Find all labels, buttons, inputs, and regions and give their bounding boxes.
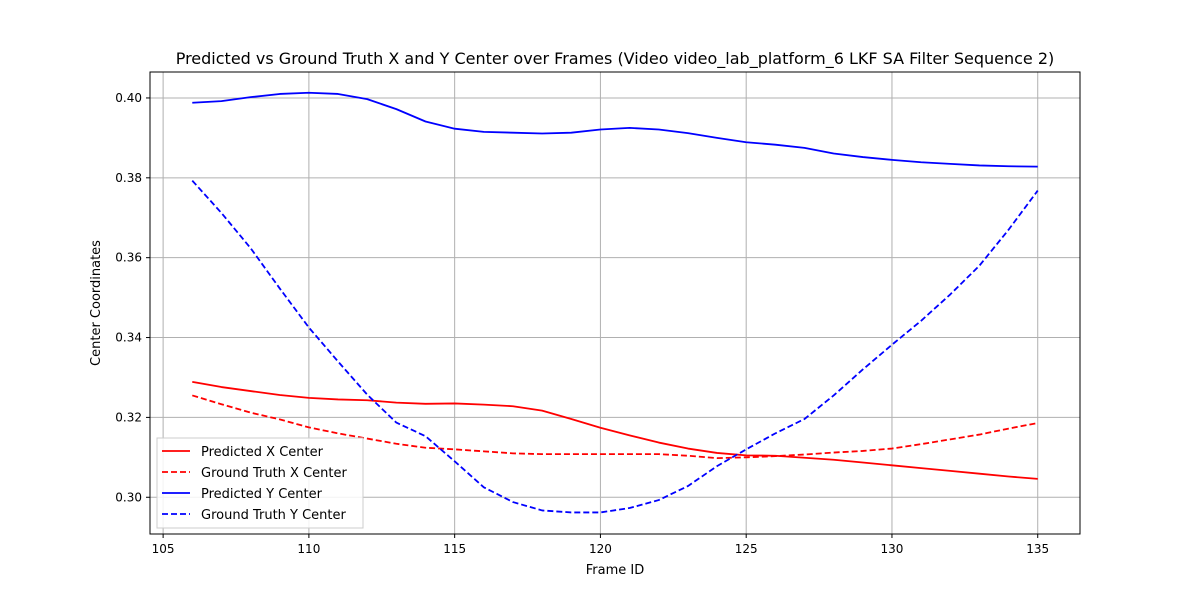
- y-tick-label: 0.34: [115, 331, 142, 345]
- x-tick-label: 115: [443, 542, 466, 556]
- x-tick-label: 110: [297, 542, 320, 556]
- y-tick-label: 0.30: [115, 490, 142, 504]
- plot-frame: [149, 71, 1081, 535]
- y-axis-label: Center Coordinates: [89, 240, 104, 366]
- series-lines: [191, 91, 1039, 514]
- series-line-3: [192, 91, 1038, 168]
- legend-items: Predicted X Center Ground Truth X Center P…: [162, 445, 347, 523]
- series-line-1: [192, 380, 1038, 480]
- legend-label: Predicted X Center: [201, 445, 324, 460]
- chart-title: Predicted vs Ground Truth X and Y Center…: [176, 49, 1055, 69]
- axis-ticks: 105 110 115 120 125 130 135 0.30 0.32 0.34 0.36 0.3…: [115, 91, 1049, 556]
- series-line-4: [191, 180, 1039, 514]
- x-axis-label: Frame ID: [586, 563, 644, 578]
- y-tick-label: 0.32: [115, 410, 142, 424]
- x-tick-label: 125: [735, 542, 758, 556]
- legend: Predicted X Center Ground Truth X Center P…: [156, 437, 364, 529]
- y-tick-label: 0.38: [115, 171, 142, 185]
- legend-box: [156, 437, 364, 529]
- x-tick-label: 135: [1026, 542, 1049, 556]
- legend-label: Ground Truth Y Center: [201, 508, 347, 523]
- legend-label: Predicted Y Center: [201, 487, 323, 502]
- x-tick-label: 130: [881, 542, 904, 556]
- y-tick-label: 0.36: [115, 251, 142, 265]
- legend-label: Ground Truth X Center: [201, 466, 347, 481]
- y-tick-label: 0.40: [115, 91, 142, 105]
- series-line-2: [192, 394, 1038, 460]
- x-tick-label: 105: [152, 542, 175, 556]
- x-tick-label: 120: [589, 542, 612, 556]
